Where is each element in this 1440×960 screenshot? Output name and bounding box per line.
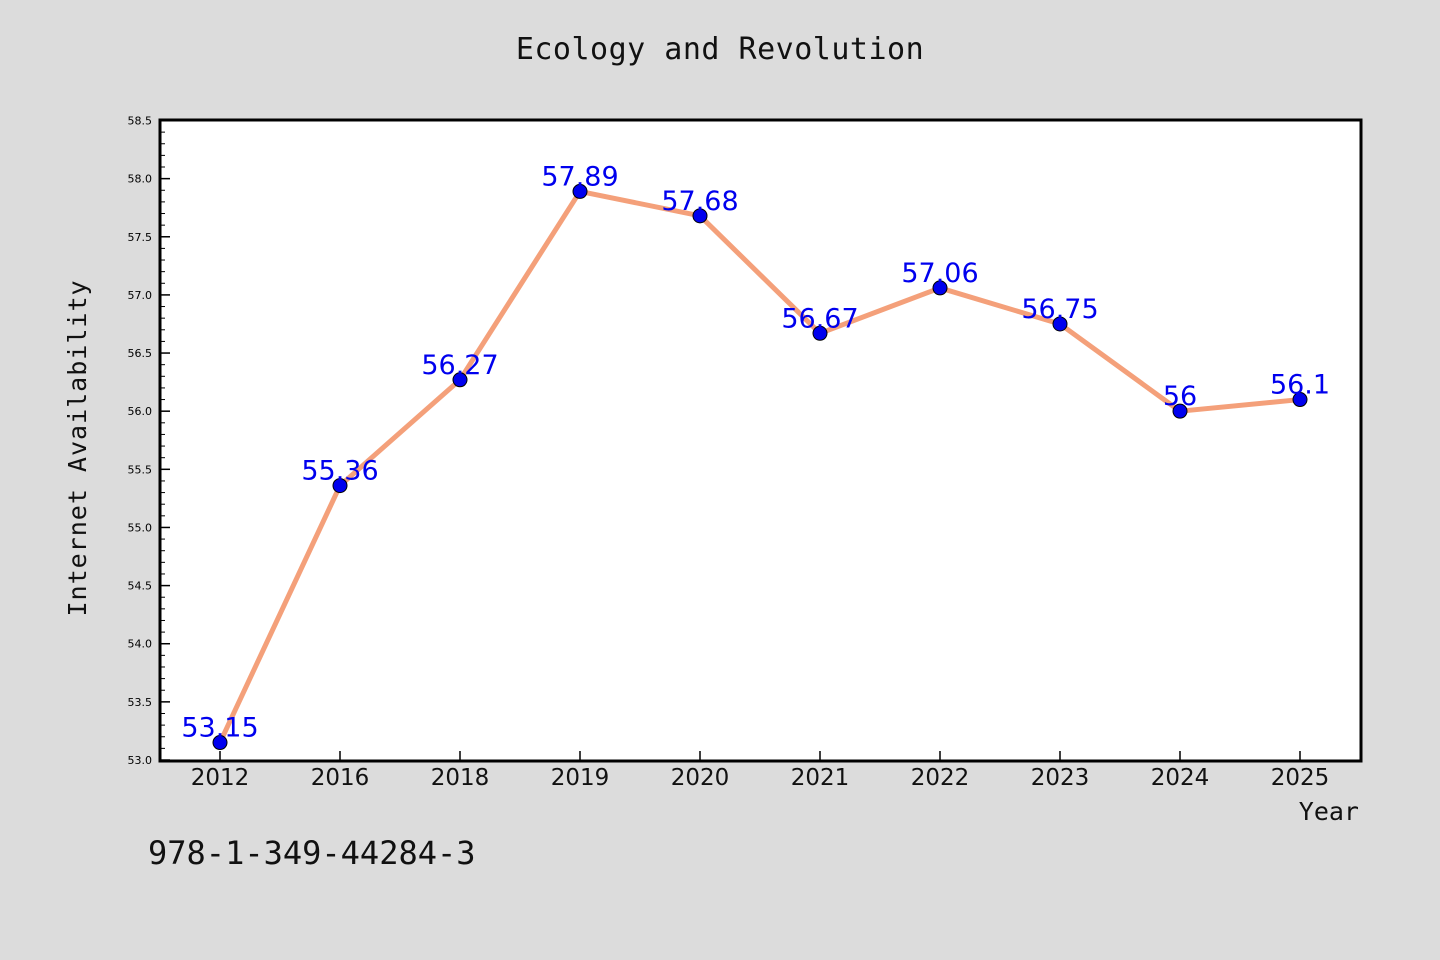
x-tick-label: 2022 xyxy=(911,765,970,791)
series-group xyxy=(212,183,1308,751)
y-axis: 53.0 53.5 54.0 54.5 55.0 55.5 56.0 56.5 57.0 57.5… xyxy=(128,115,170,767)
y-tick-label: 58.0 xyxy=(128,173,153,186)
x-axis-label: Year xyxy=(1299,797,1359,826)
data-label: 56.75 xyxy=(1021,294,1098,325)
x-axis: 2012 2016 2018 2019 2020 2021 2022 2023 2024 2025 xyxy=(191,751,1330,791)
data-label: 57.06 xyxy=(901,258,978,289)
series-line xyxy=(217,188,1303,746)
x-tick-label: 2018 xyxy=(431,765,490,791)
x-tick-label: 2023 xyxy=(1031,765,1090,791)
x-tick-label: 2021 xyxy=(791,765,850,791)
data-point xyxy=(1052,316,1068,332)
x-tick-label: 2012 xyxy=(191,765,250,791)
data-label: 53.15 xyxy=(181,713,258,744)
x-tick-label: 2020 xyxy=(671,765,730,791)
x-tick-label: 2019 xyxy=(551,765,610,791)
y-axis-label: Internet Availability xyxy=(63,279,92,616)
y-tick-label: 54.5 xyxy=(128,580,153,593)
data-label-group: 53.15 55.36 56.27 57.89 57.68 56.67 57.06 56.75… xyxy=(181,161,1330,743)
data-label: 56.27 xyxy=(421,350,498,381)
plot-area xyxy=(158,118,1363,763)
y-tick-label: 55.5 xyxy=(128,463,153,476)
x-tick-label: 2024 xyxy=(1151,765,1210,791)
data-label: 57.68 xyxy=(661,186,738,217)
data-point xyxy=(1172,403,1188,419)
y-tick-label: 58.5 xyxy=(128,115,153,128)
data-point xyxy=(332,478,348,494)
data-label: 56 xyxy=(1163,381,1197,412)
y-tick-label: 53.0 xyxy=(128,754,153,767)
x-tick-label: 2016 xyxy=(311,765,370,791)
data-point xyxy=(932,280,948,296)
data-label: 56.1 xyxy=(1270,370,1330,401)
data-label: 55.36 xyxy=(301,456,378,487)
data-point xyxy=(692,208,708,224)
x-tick-label: 2025 xyxy=(1271,765,1330,791)
y-tick-label: 56.0 xyxy=(128,405,153,418)
y-tick-label: 57.0 xyxy=(128,289,153,302)
footer-identifier: 978-1-349-44284-3 xyxy=(148,834,476,872)
data-label: 57.89 xyxy=(541,161,618,192)
data-label: 56.67 xyxy=(781,303,858,334)
y-tick-label: 53.5 xyxy=(128,696,153,709)
data-point xyxy=(572,183,588,199)
data-point xyxy=(452,372,468,388)
y-tick-label: 55.0 xyxy=(128,521,153,534)
y-tick-label: 56.5 xyxy=(128,347,153,360)
data-point xyxy=(812,325,828,341)
data-point xyxy=(1292,392,1308,408)
chart-title: Ecology and Revolution xyxy=(515,32,925,67)
y-tick-label: 57.5 xyxy=(128,231,153,244)
y-tick-label: 54.0 xyxy=(128,638,153,651)
data-point xyxy=(212,735,228,751)
